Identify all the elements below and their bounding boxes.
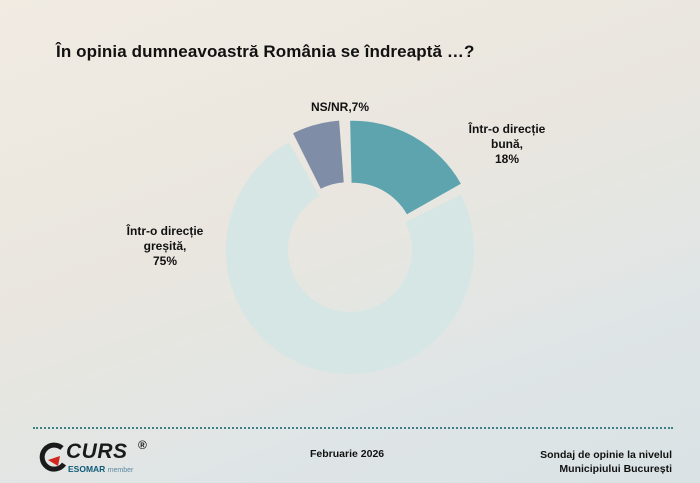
- logo-esomar: ESOMAR member: [68, 464, 133, 474]
- label-buna-line-1: Într-o direcție: [468, 122, 546, 136]
- survey-date: Februarie 2026: [310, 448, 385, 460]
- survey-source: Sondaj de opinie la nivelul Municipiului…: [540, 448, 672, 476]
- slice-buna: [350, 120, 461, 215]
- survey-source-line-1: Sondaj de opinie la nivelul: [540, 449, 672, 461]
- label-gresita-line-1: Într-o direcție: [126, 224, 204, 238]
- label-buna-line-3: 18%: [494, 152, 520, 166]
- label-gresita-line-3: 75%: [152, 254, 178, 268]
- label-buna-line-2: bună,: [491, 137, 523, 151]
- chart-title: În opinia dumneavoastră România se îndre…: [56, 42, 475, 61]
- slice-gresita: [226, 142, 475, 374]
- curs-logo-icon: [39, 442, 67, 472]
- curs-logo: CURS ® ESOMAR member: [38, 438, 168, 478]
- footer-divider: [33, 427, 673, 429]
- label-nsnr-line-1: NS/NR,7%: [310, 100, 369, 114]
- label-nsnr: NS/NR,7%: [300, 100, 380, 115]
- label-gresita: Într-o direcție greșită, 75%: [110, 224, 220, 269]
- slice-nsnr: [293, 120, 344, 189]
- survey-source-line-2: Municipiului București: [559, 463, 672, 475]
- logo-esomar-text: ESOMAR: [68, 464, 106, 474]
- logo-text: CURS: [66, 440, 128, 463]
- label-buna: Într-o direcție bună, 18%: [452, 122, 562, 167]
- logo-esomar-member: member: [107, 467, 134, 474]
- logo-registered-mark: ®: [138, 438, 147, 452]
- label-gresita-line-2: greșită,: [143, 239, 187, 253]
